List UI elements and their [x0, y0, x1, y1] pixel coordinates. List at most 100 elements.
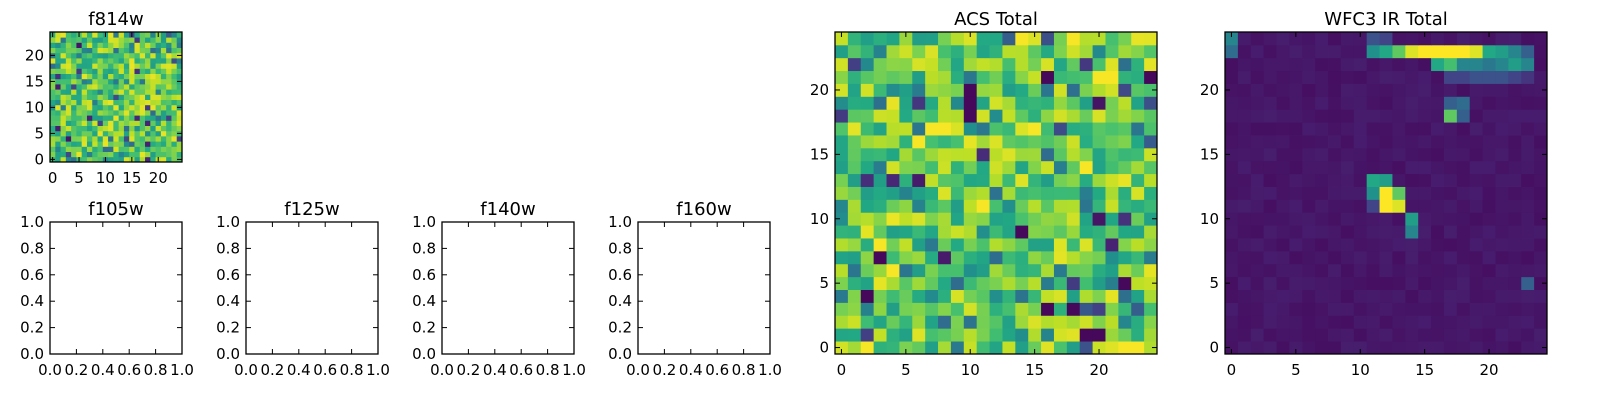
heatmap-cell [1431, 44, 1445, 59]
heatmap-cell [81, 42, 88, 48]
heatmap-cell [1302, 109, 1316, 123]
heatmap-cell [847, 109, 862, 123]
heatmap-cell [847, 199, 862, 213]
heatmap-cell [1237, 238, 1252, 252]
heatmap-cell [1418, 57, 1432, 72]
heatmap-cell [873, 160, 887, 175]
heatmap-cell [1144, 44, 1158, 59]
heatmap-cell [1366, 32, 1380, 46]
heatmap-cell [1366, 276, 1380, 290]
heatmap-cell [81, 130, 88, 137]
heatmap-cell [963, 96, 978, 110]
heatmap-cell [1521, 32, 1535, 46]
heatmap-cell [171, 156, 178, 163]
x-tick-label: 0 [837, 361, 847, 379]
heatmap-cell [129, 94, 135, 100]
heatmap-cell [145, 52, 151, 59]
heatmap-cell [1092, 225, 1106, 239]
y-tick-label: 0.6 [412, 266, 436, 284]
heatmap-cell [97, 42, 104, 48]
heatmap-cell [1392, 341, 1406, 355]
heatmap-cell [1431, 160, 1445, 175]
heatmap-cell [873, 199, 887, 213]
heatmap-cell [1508, 328, 1522, 342]
heatmap-cell [860, 83, 875, 97]
heatmap-cell [1105, 109, 1119, 123]
heatmap-cell [976, 276, 990, 290]
heatmap-cell [976, 315, 990, 329]
heatmap-cell [1379, 32, 1393, 46]
heatmap-cell [176, 136, 183, 142]
heatmap-cell [835, 186, 849, 200]
heatmap-cell [139, 141, 146, 147]
heatmap-cell [1028, 315, 1042, 329]
heatmap-cell [1340, 250, 1355, 265]
heatmap-cell [1443, 186, 1458, 200]
heatmap-cell [912, 263, 926, 278]
heatmap-cell [97, 89, 104, 95]
heatmap-cell [1028, 328, 1042, 342]
heatmap-cell [176, 125, 183, 132]
heatmap-cell [873, 238, 887, 252]
heatmap-cell [1002, 238, 1016, 252]
heatmap-cell [123, 78, 130, 85]
heatmap-cell [92, 32, 98, 38]
heatmap-cell [81, 115, 88, 121]
heatmap-cell [1379, 135, 1393, 149]
heatmap-cell [1250, 109, 1265, 123]
heatmap-cell [1263, 250, 1277, 265]
heatmap-cell [1079, 186, 1093, 200]
heatmap-cell [950, 70, 965, 84]
heatmap-cell [102, 42, 109, 48]
heatmap-cell [899, 173, 913, 187]
heatmap-cell [1118, 302, 1132, 316]
heatmap-cell [160, 156, 167, 163]
heatmap-cell [1379, 57, 1393, 72]
heatmap-cell [976, 147, 990, 162]
heatmap-cell [55, 146, 61, 152]
heatmap-cell [160, 68, 167, 74]
heatmap-cell [1366, 289, 1380, 303]
heatmap-cell [1092, 212, 1106, 226]
heatmap-cell [1105, 263, 1119, 278]
heatmap-cell [1405, 147, 1419, 162]
heatmap-cell [1092, 315, 1106, 329]
heatmap-cell [950, 122, 965, 136]
heatmap-cell [1002, 289, 1016, 303]
heatmap-cell [139, 120, 146, 126]
heatmap-cell [1066, 315, 1081, 329]
heatmap-cell [912, 289, 926, 303]
heatmap-cell [1250, 122, 1265, 136]
heatmap-cell [1237, 225, 1252, 239]
heatmap-cell [1302, 328, 1316, 342]
heatmap-cell [989, 122, 1003, 136]
heatmap-cell [1237, 147, 1252, 162]
heatmap-cell [1379, 289, 1393, 303]
heatmap-cell [145, 89, 151, 95]
y-tick-label: 0.2 [412, 319, 436, 337]
heatmap-cell [1105, 238, 1119, 252]
heatmap-cell [81, 146, 88, 152]
heatmap-cell [60, 120, 67, 126]
heatmap-cell [847, 341, 862, 355]
heatmap-cell [166, 68, 172, 74]
heatmap-cell [129, 99, 135, 106]
heatmap-cell [134, 58, 141, 64]
heatmap-cell [925, 225, 939, 239]
heatmap-cell [1482, 225, 1496, 239]
heatmap-cell [113, 125, 120, 132]
heatmap-cell [1131, 250, 1145, 265]
heatmap-cell [1534, 122, 1548, 136]
heatmap-cell [1118, 135, 1132, 149]
heatmap-cell [1276, 238, 1290, 252]
x-tick-label: 1.0 [170, 361, 194, 379]
heatmap-cell [145, 156, 151, 163]
x-tick-label: 0.8 [144, 361, 168, 379]
heatmap-cell [1053, 70, 1068, 84]
heatmap-cell [71, 37, 77, 43]
heatmap-cell [1315, 122, 1329, 136]
heatmap-cell [1250, 147, 1265, 162]
heatmap-cell [1041, 341, 1055, 355]
heatmap-cell [899, 32, 913, 46]
heatmap-cell [76, 125, 83, 132]
